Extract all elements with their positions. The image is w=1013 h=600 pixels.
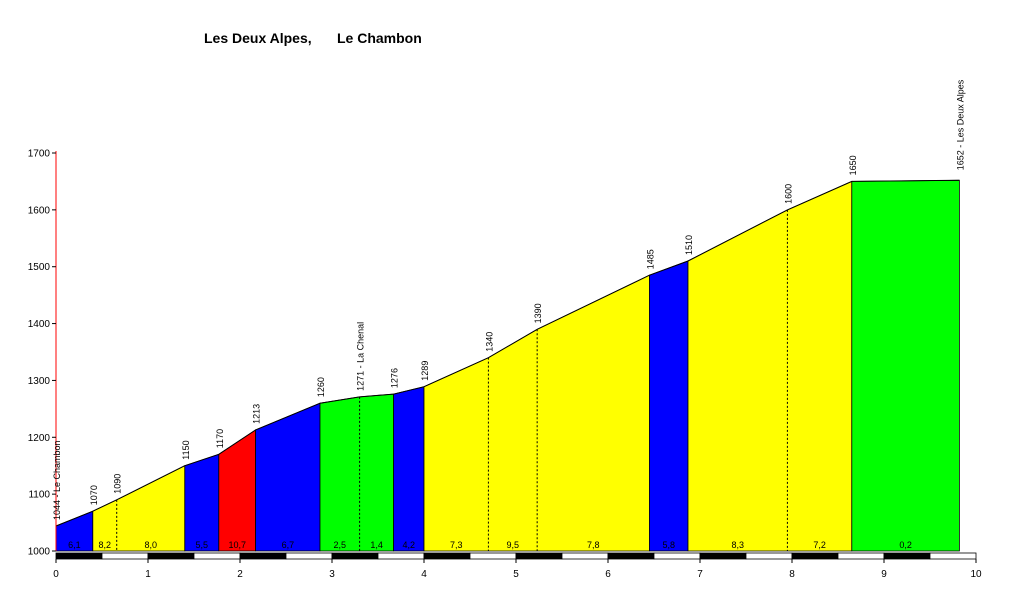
distance-bar-cell-9 bbox=[469, 552, 517, 560]
elevation-label: 1170 bbox=[215, 429, 225, 448]
elevation-label: 1600 bbox=[783, 184, 793, 204]
elevation-label: 1260 bbox=[316, 377, 326, 397]
distance-bar-cell-4 bbox=[239, 552, 287, 560]
distance-bar-cell-8 bbox=[423, 552, 471, 560]
chart-labels: 6,1 8,2 8,0 5,5 10,7 6,7 2,5 1,4 4,2 7,3 9,5 7,8 5,8… bbox=[52, 79, 965, 550]
elevation-label: 1652 - Les Deux Alpes bbox=[955, 79, 965, 170]
elevation-label: 1213 bbox=[252, 404, 262, 424]
x-tick-label: 8 bbox=[789, 569, 795, 580]
segment-fill-1 bbox=[92, 465, 186, 552]
gradient-label: 2,5 bbox=[334, 540, 347, 550]
profile-outline bbox=[55, 179, 960, 527]
distance-bar-cell-13 bbox=[653, 552, 701, 560]
gradient-label: 10,7 bbox=[228, 540, 246, 550]
gradient-label: 8,3 bbox=[731, 540, 744, 550]
elevation-label: 1510 bbox=[684, 235, 694, 255]
y-tick-label: 1600 bbox=[28, 205, 51, 216]
elevation-label: 1485 bbox=[645, 249, 655, 269]
y-tick-label: 1000 bbox=[28, 547, 51, 558]
segment-fill-5 bbox=[319, 393, 395, 552]
distance-bar bbox=[55, 552, 977, 560]
x-tick-label: 9 bbox=[881, 569, 887, 580]
gradient-label: 0,2 bbox=[899, 540, 912, 550]
segment-fill-8 bbox=[649, 260, 689, 552]
segment-fills bbox=[55, 179, 960, 552]
gradient-label: 8,2 bbox=[99, 540, 112, 550]
elevation-label: 1070 bbox=[89, 485, 99, 505]
x-tick-label: 3 bbox=[329, 569, 335, 580]
gradient-label: 9,5 bbox=[507, 540, 520, 550]
chart-title-right: Le Chambon bbox=[337, 30, 422, 46]
x-tick-label: 0 bbox=[53, 569, 59, 580]
y-tick-label: 1300 bbox=[28, 376, 51, 387]
x-tick-label: 4 bbox=[421, 569, 427, 580]
distance-bar-cell-14 bbox=[699, 552, 747, 560]
distance-bar-cell-16 bbox=[791, 552, 839, 560]
distance-bar-cell-1 bbox=[101, 552, 149, 560]
y-tick-label: 1500 bbox=[28, 262, 51, 273]
distance-bar-cell-5 bbox=[285, 552, 333, 560]
distance-bar-cell-12 bbox=[607, 552, 655, 560]
elevation-label: 1289 bbox=[420, 361, 430, 381]
distance-bar-cell-7 bbox=[377, 552, 425, 560]
elevation-label: 1090 bbox=[113, 474, 123, 494]
gradient-label: 5,8 bbox=[662, 540, 675, 550]
gradient-label: 8,0 bbox=[145, 540, 158, 550]
gradient-label: 7,3 bbox=[450, 540, 463, 550]
distance-bar-cell-18 bbox=[883, 552, 931, 560]
elevation-label: 1390 bbox=[533, 303, 543, 323]
y-tick-label: 1400 bbox=[28, 319, 51, 330]
gradient-label: 5,5 bbox=[196, 540, 209, 550]
distance-bar-cell-15 bbox=[745, 552, 793, 560]
x-tick-label: 6 bbox=[605, 569, 611, 580]
elevation-label: 1271 - La Chenal bbox=[356, 322, 366, 391]
gradient-label: 4,2 bbox=[403, 540, 416, 550]
elevation-label: 1340 bbox=[484, 332, 494, 352]
axes: 1000 1100 1200 1300 1400 1500 1600 1700 0 1 2 3 4 5 6 7… bbox=[28, 149, 982, 581]
segment-fill-2 bbox=[184, 453, 220, 552]
distance-bar-cell-2 bbox=[147, 552, 195, 560]
segment-fill-10 bbox=[851, 179, 960, 552]
gradient-label: 7,2 bbox=[813, 540, 826, 550]
y-tick-label: 1700 bbox=[28, 149, 51, 160]
chart-title-left: Les Deux Alpes, bbox=[204, 30, 312, 46]
elevation-label: 1044 - Le Chambon bbox=[52, 440, 62, 520]
profile-line bbox=[55, 179, 960, 527]
x-tick-label: 10 bbox=[970, 569, 982, 580]
segment-fill-6 bbox=[393, 386, 425, 552]
distance-bar-cell-6 bbox=[331, 552, 379, 560]
segment-fill-9 bbox=[687, 180, 853, 552]
y-tick-label: 1200 bbox=[28, 433, 51, 444]
elevation-label: 1150 bbox=[181, 440, 191, 459]
elevation-label: 1276 bbox=[390, 368, 400, 388]
distance-bar-cell-17 bbox=[837, 552, 885, 560]
dashed-markers bbox=[116, 209, 788, 551]
distance-bar-cell-11 bbox=[561, 552, 609, 560]
gradient-label: 6,7 bbox=[282, 540, 295, 550]
gradient-label: 6,1 bbox=[68, 540, 81, 550]
elevation-label: 1650 bbox=[848, 155, 858, 175]
x-tick-label: 2 bbox=[237, 569, 243, 580]
gradient-label: 1,4 bbox=[370, 540, 383, 550]
distance-bar-cell-19 bbox=[929, 552, 977, 560]
gradient-label: 7,8 bbox=[587, 540, 600, 550]
distance-bar-cell-10 bbox=[515, 552, 563, 560]
distance-bar-cell-3 bbox=[193, 552, 241, 560]
y-tick-label: 1100 bbox=[28, 490, 50, 501]
x-tick-label: 1 bbox=[145, 569, 151, 580]
x-tick-label: 7 bbox=[697, 569, 703, 580]
distance-bar-cell-0 bbox=[55, 552, 103, 560]
x-tick-label: 5 bbox=[513, 569, 519, 580]
